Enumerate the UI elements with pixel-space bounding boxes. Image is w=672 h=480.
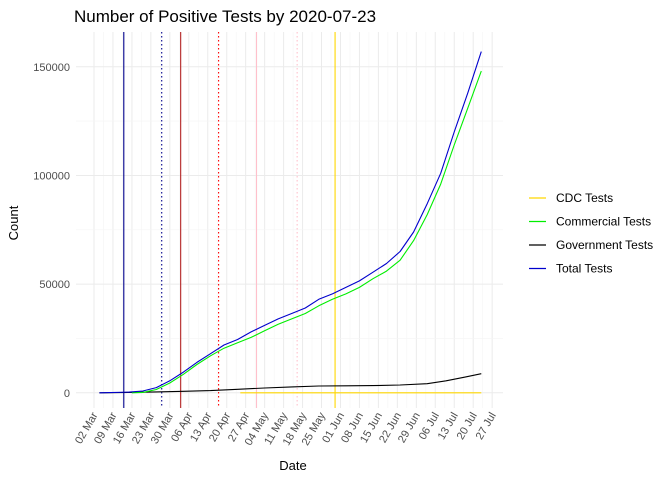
chart-title: Number of Positive Tests by 2020-07-23 xyxy=(74,7,376,26)
legend: CDC Tests Commercial Tests Government Test… xyxy=(529,191,653,276)
y-tick-label: 0 xyxy=(64,388,70,400)
legend-label-government-tests: Government Tests xyxy=(556,238,653,252)
y-tick-labels: 0 50000 100000 150000 xyxy=(33,62,70,400)
y-axis-title: Count xyxy=(6,205,21,240)
series-lines xyxy=(99,51,482,394)
legend-label-cdc-tests: CDC Tests xyxy=(556,191,613,205)
y-tick-label: 50000 xyxy=(39,279,70,291)
legend-label-total-tests: Total Tests xyxy=(556,262,612,276)
series-line-government-tests xyxy=(99,373,482,394)
legend-label-commercial-tests: Commercial Tests xyxy=(556,215,651,229)
x-axis-title: Date xyxy=(279,458,306,473)
series-line-commercial-tests xyxy=(131,70,482,394)
series-line-total-tests xyxy=(99,51,482,394)
reference-lines xyxy=(123,32,336,408)
y-tick-label: 100000 xyxy=(33,170,70,182)
y-tick-label: 150000 xyxy=(33,62,70,74)
